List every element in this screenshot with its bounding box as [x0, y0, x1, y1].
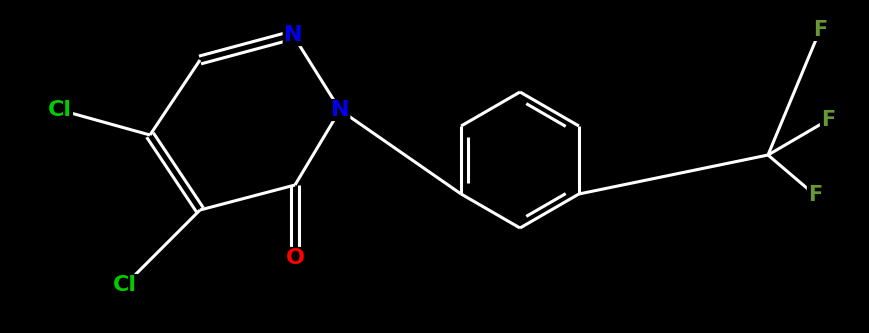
Text: N: N — [330, 100, 348, 120]
Text: F: F — [820, 110, 834, 130]
Text: Cl: Cl — [48, 100, 72, 120]
Text: F: F — [812, 20, 826, 40]
Text: F: F — [807, 185, 821, 205]
Text: O: O — [285, 248, 304, 268]
Text: N: N — [283, 25, 302, 45]
Text: Cl: Cl — [113, 275, 136, 295]
